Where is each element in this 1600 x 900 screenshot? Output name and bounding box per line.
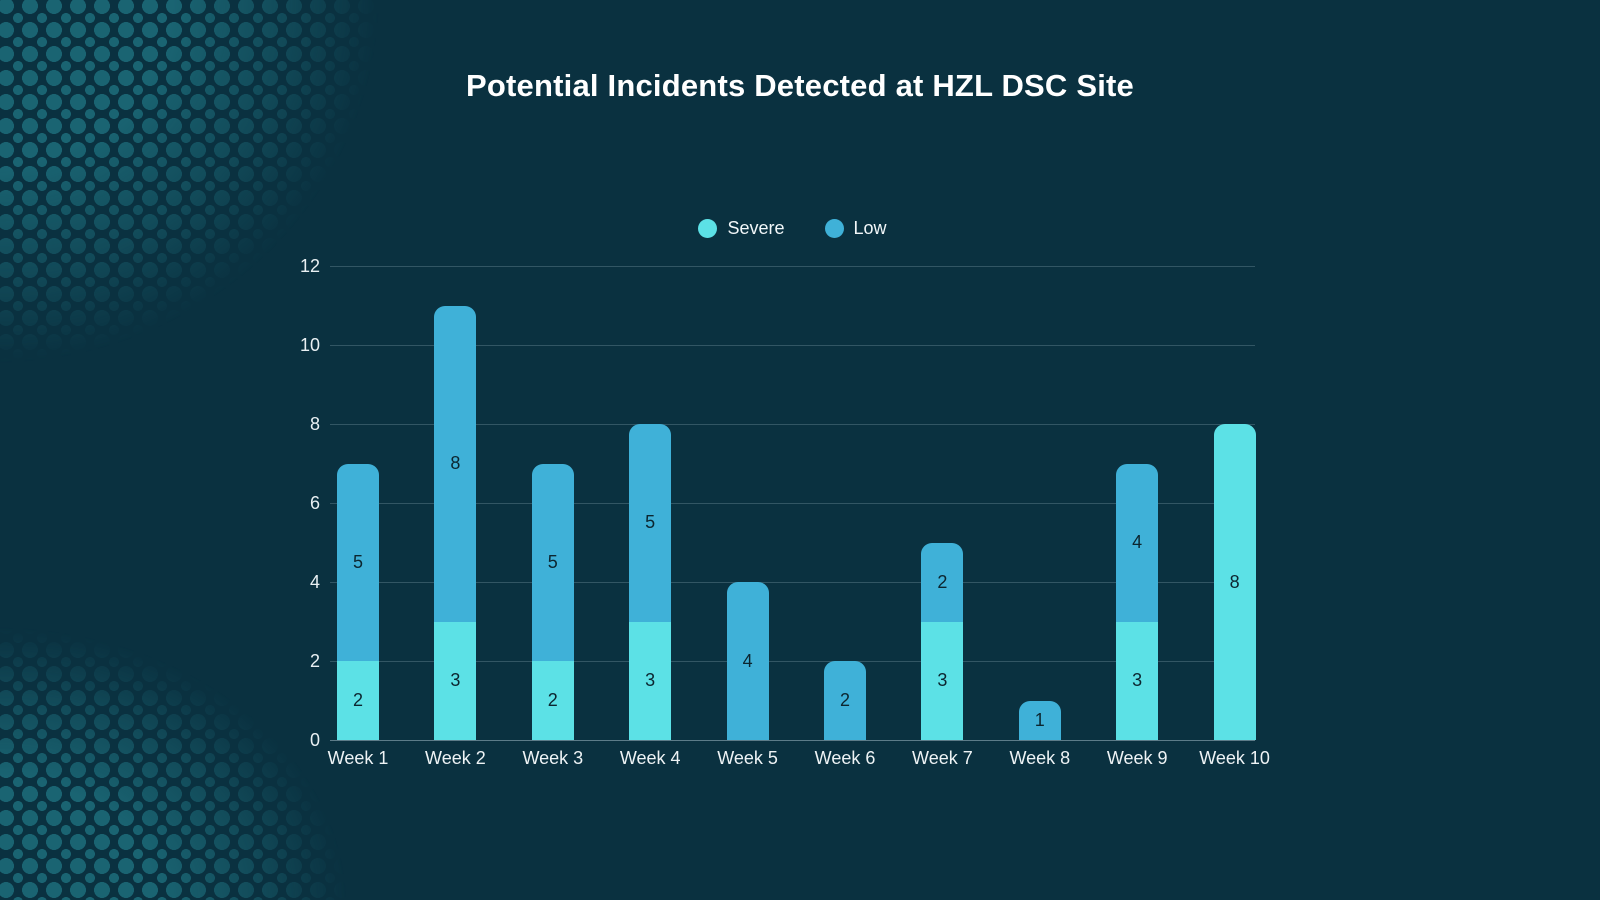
bar-column-week-5: 4 xyxy=(726,582,769,740)
bar-segment-severe-week-9: 3 xyxy=(1116,621,1159,740)
bar-value-label: 2 xyxy=(937,571,948,592)
bar-value-label: 5 xyxy=(645,512,656,533)
bar-value-label: 2 xyxy=(839,690,850,710)
bar-value-label: 3 xyxy=(1132,670,1143,691)
chart-legend: Severe Low xyxy=(330,218,1255,239)
bar-segment-low-week-7: 2 xyxy=(921,542,964,622)
y-axis-tick-label-12: 12 xyxy=(299,256,320,276)
bar-segment-severe-week-3: 2 xyxy=(531,661,574,740)
y-axis-tick-label-8: 8 xyxy=(309,414,320,434)
gridline-y-6 xyxy=(330,502,1255,504)
bar-value-label: 2 xyxy=(547,690,558,710)
x-axis-label-week-6: Week 6 xyxy=(814,748,876,768)
x-axis-label-week-1: Week 1 xyxy=(327,748,389,768)
bar-segment-severe-week-4: 3 xyxy=(629,621,672,740)
bar-segment-low-week-2: 8 xyxy=(434,305,477,622)
bar-value-label: 3 xyxy=(450,670,461,691)
bar-value-label: 8 xyxy=(450,453,461,473)
bar-value-label: 5 xyxy=(547,551,558,572)
y-axis: 0 2 4 6 8 10 12 xyxy=(260,256,320,750)
bar-value-label: 3 xyxy=(645,670,656,691)
bar-segment-low-week-4: 5 xyxy=(629,424,672,622)
bar-column-week-8: 1 xyxy=(1018,700,1061,740)
y-axis-tick-label-6: 6 xyxy=(309,493,320,513)
bar-value-label: 3 xyxy=(937,670,948,691)
x-axis-label-week-7: Week 7 xyxy=(912,748,973,768)
chart-title: Potential Incidents Detected at HZL DSC … xyxy=(466,68,1134,103)
gridline-y-12 xyxy=(330,265,1255,267)
y-axis-tick-label-4: 4 xyxy=(309,572,320,592)
x-axis-label-week-2: Week 2 xyxy=(425,748,486,768)
bar-segment-low-week-5: 4 xyxy=(726,582,769,740)
x-axis-label-week-4: Week 4 xyxy=(619,748,681,768)
bar-value-label: 5 xyxy=(352,551,363,572)
bar-segment-low-week-9: 4 xyxy=(1116,463,1159,622)
y-axis-tick-label-0: 0 xyxy=(309,730,320,750)
bar-segment-low-week-1: 5 xyxy=(337,463,379,661)
bar-column-week-6: 2 xyxy=(824,661,866,740)
x-axis: Week 1 Week 2 Week 3 Week 4 Week 5 Week 6 Week… xyxy=(327,748,1270,774)
y-axis-tick-label-2: 2 xyxy=(309,651,320,671)
gridline-y-10 xyxy=(330,344,1255,346)
gridline-y-2 xyxy=(330,660,1255,662)
x-axis-label-week-10: Week 10 xyxy=(1199,748,1270,768)
bar-segment-low-week-8: 1 xyxy=(1018,700,1061,740)
legend-item-low: Low xyxy=(824,218,887,239)
legend-label-low: Low xyxy=(853,218,887,238)
legend-dot-severe-icon xyxy=(698,219,718,238)
x-axis-label-week-9: Week 9 xyxy=(1106,748,1168,768)
bar-segment-low-week-3: 5 xyxy=(531,463,574,661)
y-axis-tick-label-10: 10 xyxy=(299,335,320,355)
bar-segment-severe-week-1: 2 xyxy=(337,661,379,740)
legend-dot-low-icon xyxy=(824,219,844,238)
bar-segment-low-week-6: 2 xyxy=(824,661,866,740)
x-axis-label-week-8: Week 8 xyxy=(1009,748,1071,768)
legend-item-severe: Severe xyxy=(698,218,785,239)
gridline-y-4 xyxy=(330,581,1255,583)
bar-value-label: 2 xyxy=(352,690,363,710)
bar-segment-severe-week-7: 3 xyxy=(921,621,964,740)
bar-segment-severe-week-2: 3 xyxy=(434,621,477,740)
x-axis-label-week-3: Week 3 xyxy=(522,748,584,768)
bar-value-label: 4 xyxy=(1132,532,1143,552)
bar-value-label: 1 xyxy=(1034,709,1045,730)
bar-column-week-10: 8 xyxy=(1213,424,1256,740)
x-axis-label-week-5: Week 5 xyxy=(717,748,778,768)
bar-segment-severe-week-10: 8 xyxy=(1213,424,1256,740)
bar-value-label: 8 xyxy=(1229,571,1240,592)
gridline-y-8 xyxy=(330,423,1255,425)
bar-value-label: 4 xyxy=(742,650,753,671)
legend-label-severe: Severe xyxy=(727,218,785,238)
x-axis-baseline xyxy=(330,739,1255,741)
